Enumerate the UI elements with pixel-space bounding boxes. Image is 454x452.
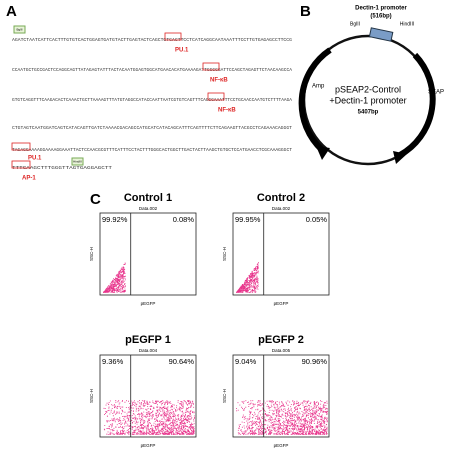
x-axis-label: pEGFP [141,443,156,448]
site-label: AP-1 [22,176,36,182]
promoter-size: (516bp) [370,14,391,20]
y-axis-label: SSC-H [222,247,227,261]
gene-label: SEAP [428,90,444,96]
panel-label: A [6,3,17,20]
site-box [11,142,31,151]
right-percent: 0.05% [306,215,328,224]
event-dots [236,400,328,435]
plot-title: pEGFP 1 [125,334,171,346]
site-box [11,160,31,169]
plasmid-insert: +Dectin-1 promoter [329,95,406,105]
data-label: Data.002 [272,206,291,211]
site-label: HindIII [400,21,414,27]
tag-label: HindIII [73,159,82,163]
site-label: PU.1 [175,48,189,54]
x-axis-label: pEGFP [274,443,289,448]
panel-label: C [90,191,101,208]
site-label: NF-κB [218,108,236,114]
site-label: NF-κB [210,78,228,84]
sequence-line: TAGAGGAAAAGGAAAAGGAAATTACTCCAACGCGTTTCAT… [12,148,292,153]
left-percent: 99.95% [235,215,261,224]
y-axis-label: SSC-H [89,247,94,261]
y-axis-label: SSC-H [222,389,227,403]
promoter-box [368,27,394,42]
arrowhead [316,146,330,160]
promoter-label: Dectin-1 promoter [355,6,407,12]
right-percent: 90.64% [169,357,195,366]
plot-title: Control 2 [257,192,305,204]
seap-arrow [398,52,436,158]
sequence-line: CCAATGCTGCCGACTCCAGGCAGTTATAGAGTATTTACTA… [12,68,292,73]
data-label: Data.005 [272,348,291,353]
sequence-line: TTTCAAGCTTTGGGTTAGTGAGGAGCTT [12,166,113,171]
gene-label: Amp [312,84,325,90]
sequence-line: GTGTCAGGTTTCAAGACACTCAAACTGCTTAAAAGTTTAT… [12,98,292,103]
event-dots [103,262,126,293]
right-percent: 90.96% [302,357,328,366]
tag-box [71,157,84,166]
site-label: BglII [350,21,360,27]
amp-arrow [298,47,332,153]
x-axis-label: pEGFP [274,301,289,306]
sequence-line: AGATCTAATCATTCACTTTGTGTCACTGGAGTGATGTACT… [12,38,292,43]
panel-label: B [300,3,311,20]
left-percent: 9.36% [102,357,124,366]
plot-title: Control 1 [124,192,172,204]
plasmid-map [298,27,436,166]
event-dots [236,262,259,293]
plot-title: pEGFP 2 [258,334,304,346]
sequence-line: CTGTAGTCAATGGATCAGTCATACAGTTGATCTAAAACGA… [12,126,292,131]
tag-label: BglII [16,27,22,31]
right-percent: 0.08% [173,215,195,224]
event-dots [103,400,195,435]
left-percent: 9.04% [235,357,257,366]
tag-box [13,25,26,34]
y-axis-label: SSC-H [89,389,94,403]
plasmid-name: pSEAP2-Control [335,84,401,94]
data-label: Data.002 [139,206,158,211]
plasmid-size: 5407bp [358,110,379,116]
x-axis-label: pEGFP [141,301,156,306]
site-label: PU.1 [28,156,42,162]
site-box [207,92,225,101]
left-percent: 99.92% [102,215,128,224]
site-box [202,62,220,71]
arrowhead [393,151,407,164]
site-box [164,32,182,41]
data-label: Data.004 [139,348,158,353]
